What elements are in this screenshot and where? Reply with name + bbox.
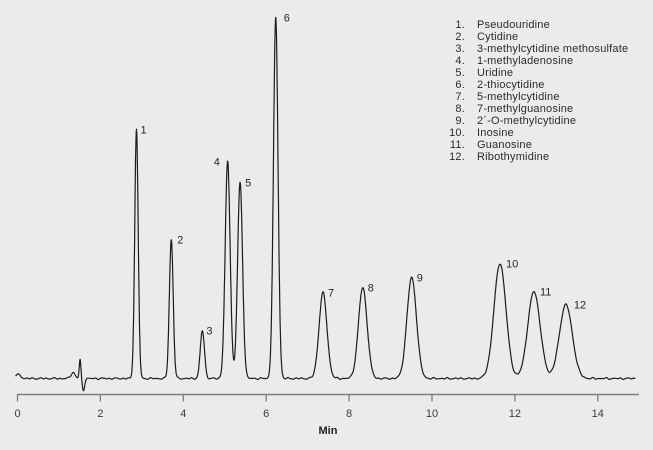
legend-item: 5. Uridine bbox=[430, 67, 650, 79]
legend-number: 10. bbox=[449, 127, 465, 139]
legend-number: 6. bbox=[455, 79, 465, 91]
x-axis-title: Min bbox=[318, 425, 338, 437]
legend-number: 7. bbox=[455, 91, 465, 103]
legend-compound-name: 5-methylcytidine bbox=[477, 91, 560, 103]
x-tick-label: 14 bbox=[592, 408, 604, 420]
legend-item: 9. 2´-O-methylcytidine bbox=[430, 115, 650, 127]
legend-item: 10. Inosine bbox=[430, 127, 650, 139]
legend-compound-name: Ribothymidine bbox=[477, 151, 550, 163]
x-tick-label: 2 bbox=[97, 408, 103, 420]
legend-compound-name: 7-methylguanosine bbox=[477, 103, 574, 115]
peak-label-6: 6 bbox=[284, 13, 290, 25]
legend-compound-name: Cytidine bbox=[477, 31, 519, 43]
peak-label-8: 8 bbox=[368, 283, 374, 295]
legend-item: 7. 5-methylcytidine bbox=[430, 91, 650, 103]
legend-item: 3. 3-methylcytidine methosulfate bbox=[430, 43, 650, 55]
peak-label-12: 12 bbox=[574, 300, 586, 312]
legend-compound-name: Guanosine bbox=[477, 139, 533, 151]
legend-item: 1. Pseudouridine bbox=[430, 19, 650, 31]
legend-number: 1. bbox=[455, 19, 465, 31]
x-tick-label: 0 bbox=[14, 408, 20, 420]
peak-label-1: 1 bbox=[141, 124, 147, 136]
legend-compound-name: Pseudouridine bbox=[477, 19, 550, 31]
legend-item: 6. 2-thiocytidine bbox=[430, 79, 650, 91]
legend-number: 3. bbox=[455, 43, 465, 55]
peak-label-7: 7 bbox=[328, 288, 334, 300]
x-tick-label: 10 bbox=[426, 408, 438, 420]
legend-compound-name: 2´-O-methylcytidine bbox=[477, 115, 577, 127]
legend-number: 4. bbox=[455, 55, 465, 67]
legend-number: 2. bbox=[455, 31, 465, 43]
legend-number: 5. bbox=[455, 67, 465, 79]
legend-item: 8. 7-methylguanosine bbox=[430, 103, 650, 115]
legend-compound-name: Uridine bbox=[477, 67, 514, 79]
x-tick-label: 4 bbox=[180, 408, 186, 420]
x-tick-label: 8 bbox=[346, 408, 352, 420]
legend-item: 11. Guanosine bbox=[430, 139, 650, 151]
legend-item: 2. Cytidine bbox=[430, 31, 650, 43]
legend-compound-name: 3-methylcytidine methosulfate bbox=[477, 43, 629, 55]
legend-item: 12. Ribothymidine bbox=[430, 151, 650, 163]
legend-number: 8. bbox=[455, 103, 465, 115]
legend-compound-name: 1-methyladenosine bbox=[477, 55, 574, 67]
peak-label-3: 3 bbox=[206, 326, 212, 338]
legend-compound-name: Inosine bbox=[477, 127, 514, 139]
legend-number: 9. bbox=[455, 115, 465, 127]
peak-label-4: 4 bbox=[214, 157, 220, 169]
legend-number: 11. bbox=[449, 139, 465, 151]
legend-number: 12. bbox=[449, 151, 465, 163]
peak-label-10: 10 bbox=[506, 258, 518, 270]
legend-compound-name: 2-thiocytidine bbox=[477, 79, 545, 91]
peak-label-9: 9 bbox=[417, 272, 423, 284]
legend-item: 4. 1-methyladenosine bbox=[430, 55, 650, 67]
peak-label-5: 5 bbox=[245, 178, 251, 190]
compound-legend: 1. Pseudouridine 2. Cytidine 3. 3-methylcytid… bbox=[430, 19, 650, 163]
peak-label-2: 2 bbox=[177, 235, 183, 247]
x-tick-label: 6 bbox=[263, 408, 269, 420]
chromatogram-trace bbox=[15, 16, 636, 392]
peak-label-11: 11 bbox=[540, 287, 551, 299]
x-tick-label: 12 bbox=[509, 408, 521, 420]
